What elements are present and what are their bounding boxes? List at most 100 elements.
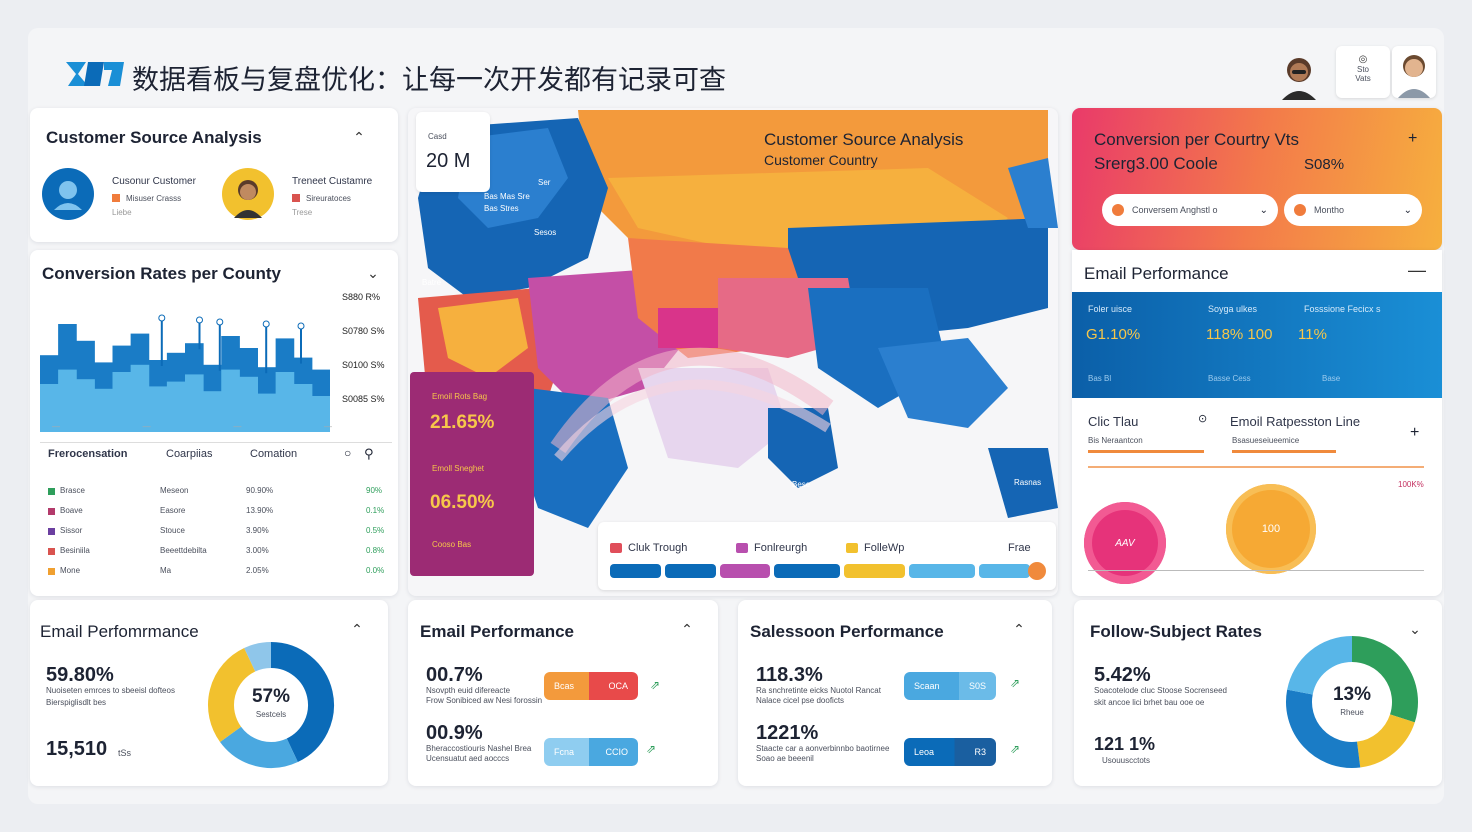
- metric-desc: Nalace cicel pse dooficts: [756, 696, 845, 705]
- metric-sub: Basse Cess: [1208, 374, 1251, 383]
- plus-icon[interactable]: +: [1410, 424, 1420, 441]
- metric-value: 59.80%: [46, 664, 114, 686]
- x-tick-labels: — — — —: [52, 422, 332, 431]
- table-cell: Easore: [160, 506, 186, 515]
- circle-label: 100: [1261, 523, 1281, 535]
- chevron-up-icon[interactable]: ⌃: [681, 621, 693, 637]
- legend-bar-segment: [664, 564, 716, 578]
- region-label: Batre: [422, 278, 442, 287]
- user-avatar-1[interactable]: [1278, 52, 1320, 100]
- table-row[interactable]: Brasce Meseon 90.90% 90%: [46, 484, 390, 500]
- marker-pin: [158, 314, 166, 322]
- metric-value: 121 1%: [1094, 734, 1156, 754]
- card-title: Follow-Subject Rates: [1090, 622, 1262, 641]
- person-tag: Liebe: [112, 208, 132, 217]
- card-subtitle: Srerg3.00 Coole: [1094, 154, 1218, 173]
- legend-dot: [1028, 562, 1046, 580]
- person-name: Treneet Custamre: [292, 176, 373, 187]
- legend-item[interactable]: Frae: [1008, 542, 1031, 554]
- donut-segment: [270, 642, 334, 762]
- pill-label: CCIO: [605, 747, 629, 757]
- metric-desc: skit ancoe lici brhet bau ooe oe: [1094, 698, 1205, 707]
- dropdown-dot-icon: [1112, 204, 1124, 216]
- stat-label: Emoll Sneghet: [432, 464, 485, 473]
- legend-swatch: [736, 543, 748, 553]
- legend-bar-segment: [844, 564, 906, 578]
- donut-segment: [244, 642, 272, 672]
- stat-label: Cooso Bas: [432, 540, 472, 549]
- metric-value: G1.10%: [1086, 326, 1141, 343]
- map-subtitle: Customer Country: [764, 152, 878, 168]
- chevron-up-icon[interactable]: ⌃: [351, 621, 363, 637]
- pill-label: Scaan: [914, 681, 940, 691]
- table-row[interactable]: Sissor Stouce 3.90% 0.5%: [46, 524, 390, 540]
- donut-chart: [1286, 636, 1418, 768]
- page-title: 数据看板与复盘优化：让每一次开发都有记录可查: [132, 65, 726, 96]
- period-dropdown[interactable]: Montho ⌄: [1284, 194, 1422, 226]
- table-cell: 0.8%: [366, 546, 385, 555]
- badge-line1: Sto: [1356, 65, 1369, 74]
- metric-value: 11%: [1298, 326, 1327, 343]
- metric-desc: Bheraccostiouris Nashel Brea: [426, 744, 532, 753]
- plus-icon[interactable]: +: [1408, 130, 1418, 147]
- table-row[interactable]: Besiniila Beeettdebilta 3.00% 0.8%: [46, 544, 390, 560]
- chevron-up-icon[interactable]: ⌃: [353, 129, 365, 145]
- card-title: Salessoon Performance: [750, 622, 944, 641]
- chevron-down-icon[interactable]: ⌄: [367, 265, 379, 281]
- chevron-down-icon: ⌄: [1403, 204, 1412, 216]
- x-tick: —: [52, 422, 60, 431]
- legend-label: Frae: [1008, 542, 1031, 554]
- map-legend-panel: Cluk Trough Fonlreurgh FolleWp Frae: [598, 522, 1056, 590]
- count-value: 20 M: [426, 150, 471, 172]
- chevron-down-icon[interactable]: ⌄: [1409, 621, 1421, 637]
- collapse-icon[interactable]: —: [1408, 260, 1426, 280]
- legend-bar-segment: [610, 564, 661, 578]
- card-title: Customer Source Analysis: [46, 128, 262, 147]
- table-cell: 0.0%: [366, 566, 385, 575]
- metric-value: 118% 100: [1206, 326, 1273, 343]
- metric-value: 00.7%: [426, 664, 483, 686]
- badge-line2: Vats: [1355, 74, 1371, 83]
- table-row[interactable]: Mone Ma 2.05% 0.0%: [46, 564, 390, 580]
- person-name: Cusonur Customer: [112, 176, 196, 187]
- trend-up-icon: ⇗: [646, 742, 657, 756]
- table-row[interactable]: Boave Easore 13.90% 0.1%: [46, 504, 390, 520]
- table-cell: 13.90%: [246, 506, 274, 515]
- donut-sub: Sestcels: [255, 710, 287, 719]
- region-label: Rasnas: [1014, 478, 1042, 487]
- line-sub: Bsasueseiueemice: [1232, 436, 1300, 445]
- card-value: S08%: [1304, 156, 1345, 173]
- bar: [185, 374, 204, 432]
- progress-pill: Scaan S0S: [904, 672, 996, 700]
- legend-item[interactable]: Cluk Trough: [610, 542, 687, 554]
- y-axis-label: S0100 S%: [342, 360, 385, 370]
- notification-badge[interactable]: ◎ Sto Vats: [1336, 46, 1390, 98]
- row-swatch: [48, 568, 55, 575]
- filter-icon[interactable]: ⚲: [364, 446, 374, 461]
- donut-chart: [208, 642, 334, 768]
- table-header-divider: [40, 442, 392, 443]
- chevron-up-icon[interactable]: ⌃: [1013, 621, 1025, 637]
- legend-item[interactable]: Fonlreurgh: [736, 542, 807, 554]
- user-avatar-2[interactable]: [1392, 46, 1436, 98]
- country-conversion-card: Conversion per Courtry Vts + Srerg3.00 C…: [1072, 108, 1442, 250]
- table-cell: Mone: [60, 566, 81, 575]
- metric-sub: Bas Bl: [1088, 374, 1112, 383]
- legend-item[interactable]: FolleWp: [846, 542, 904, 554]
- table-cell: Beeettdebilta: [160, 546, 207, 555]
- table-cell: Ma: [160, 566, 172, 575]
- info-icon[interactable]: ○: [344, 446, 352, 460]
- pill-label: Fcna: [554, 747, 575, 757]
- person-sub: Sireuratoces: [306, 194, 351, 203]
- clock-icon[interactable]: ⊙: [1198, 413, 1208, 425]
- metric-desc: Bierspiglisdlt bes: [46, 698, 107, 707]
- donut-value: 13%: [1332, 684, 1372, 705]
- donut-segment: [208, 648, 256, 743]
- app-logo: [64, 58, 126, 90]
- legend-bar-segment: [979, 564, 1030, 578]
- donut-segment: [1351, 636, 1418, 723]
- avatar: [42, 168, 94, 220]
- bar: [40, 384, 59, 432]
- metric-desc: Ucensuatut aed aocccs: [426, 754, 510, 763]
- conversion-dropdown[interactable]: Conversem Anghstl o ⌄: [1102, 194, 1278, 226]
